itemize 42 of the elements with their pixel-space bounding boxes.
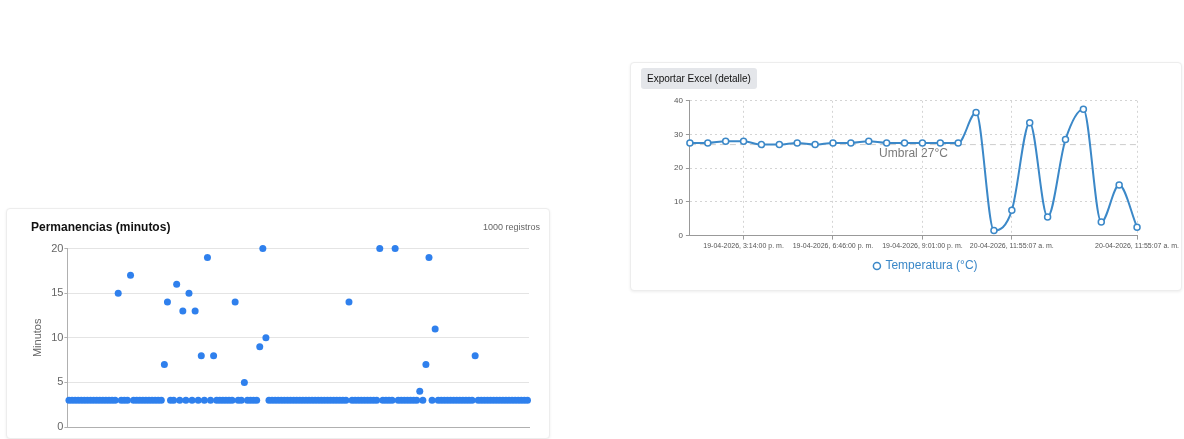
y-tick-label: 40 [673,96,684,105]
y-tick-label: 5 [57,375,64,388]
point [900,139,909,147]
export-button[interactable]: Exportar Excel (detalle) [641,68,757,89]
y-tick-label: 10 [51,330,64,343]
point [1079,105,1088,113]
point [847,139,855,147]
point [954,139,962,147]
point [1025,118,1034,127]
chart-title: Permanencias (minutos) [31,220,171,234]
y-tick-label: 20 [51,241,64,254]
point [686,139,694,147]
point [990,226,998,235]
ref-line-label: Umbral 27°C [879,145,949,160]
point [757,140,766,149]
point [739,137,748,145]
point [829,139,837,147]
point [1115,181,1123,189]
point [1008,206,1016,215]
y-tick-label: 30 [673,129,684,139]
text: 1000 registros [482,222,540,233]
point [1061,135,1070,144]
point [1133,223,1141,231]
point [918,139,927,147]
point [793,139,801,147]
point [882,139,891,147]
y-tick-label: 0 [57,420,64,433]
y-tick-label: 0 [678,230,684,240]
point [865,137,873,145]
point [1043,213,1052,221]
y-axis-title: Minutos [30,318,43,358]
point [811,140,819,149]
point [704,139,712,147]
y-tick-label: 20 [673,163,684,173]
legend-label: Temperatura (°C) [885,258,978,273]
point [721,137,730,145]
point [972,108,980,117]
y-tick-label: 10 [673,197,684,207]
point [775,140,784,149]
y-tick-label: 15 [51,286,64,299]
point [936,139,945,147]
point [1097,218,1106,226]
